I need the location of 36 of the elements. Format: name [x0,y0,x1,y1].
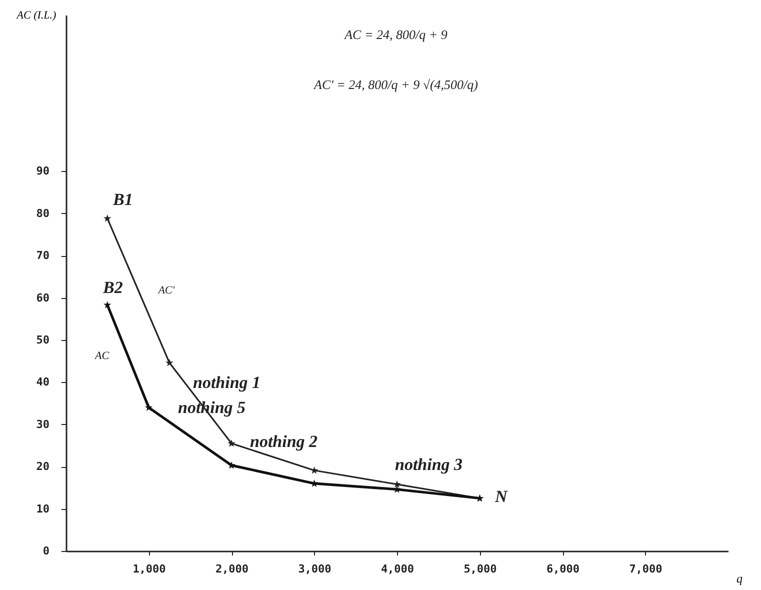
annotation: B1 [112,190,133,209]
point [104,301,112,308]
annotation: AC' = 24, 800/q + 9 √(4,500/q) [313,77,478,92]
y-tick-label: 40 [36,376,50,389]
annotation: AC = 24, 800/q + 9 [344,27,448,42]
annotation: B2 [102,278,124,297]
x-tick-label: 1,000 [132,562,166,576]
point [166,358,174,366]
annotation: N [494,487,508,506]
y-tick-label: 60 [36,291,50,304]
y-tick-label: 10 [36,502,50,516]
x-tick-label: 6,000 [546,562,580,576]
point [144,404,153,411]
series-label: AC [94,350,110,362]
annotation: nothing 2 [250,432,318,451]
x-axis-title: q [736,572,742,586]
x-tick-label: 4,000 [380,562,414,576]
y-tick-label: 20 [36,460,50,474]
annotation: nothing 1 [193,373,261,392]
x-tick-label: 2,000 [215,562,249,576]
point [228,461,236,469]
y-tick-label: 70 [36,249,50,262]
y-tick-label: 50 [36,333,50,346]
y-tick-label: 0 [42,544,50,558]
y-axis-title: AC (I.L.) [16,10,57,22]
point [228,440,236,447]
point [104,214,112,222]
y-tick-label: 80 [36,206,50,220]
series-label: AC' [157,284,176,297]
x-tick-label: 3,000 [298,562,332,576]
annotation: nothing 3 [395,455,464,474]
y-tick-label: 90 [36,164,50,178]
y-tick-label: 30 [36,418,50,431]
x-tick-label: 5,000 [464,562,497,576]
point [393,480,401,488]
x-tick-label: 7,000 [629,562,662,576]
